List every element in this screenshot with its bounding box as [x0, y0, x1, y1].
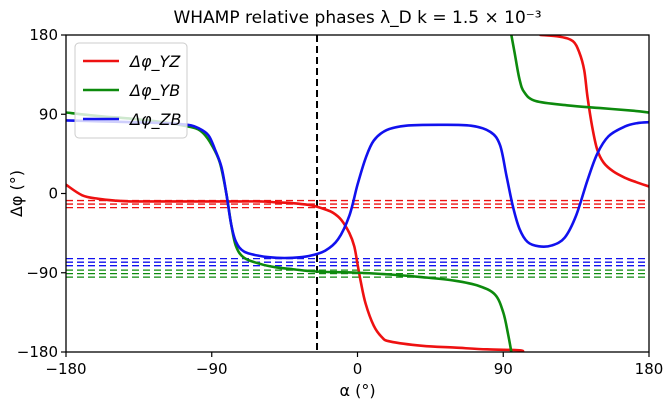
legend-label: Δφ_ZB: [128, 110, 181, 130]
y-axis-label: Δφ (°): [7, 170, 26, 217]
series-line: [66, 183, 525, 352]
y-tick-label: 0: [48, 185, 58, 203]
legend-box: [74, 42, 188, 139]
y-tick-label: 180: [29, 26, 58, 44]
series-line: [539, 35, 649, 188]
x-axis-label: α (°): [339, 381, 375, 400]
y-tick-label: 90: [39, 105, 58, 123]
y-tick-label: −90: [26, 264, 58, 282]
legend: Δφ_YZ Δφ_YB Δφ_ZB: [74, 42, 188, 139]
chart-title: WHAMP relative phases λ_D k = 1.5 × 10⁻³: [173, 8, 541, 28]
series-line: [510, 35, 649, 114]
legend-label: Δφ_YB: [128, 81, 180, 101]
legend-label: Δφ_YZ: [128, 52, 181, 72]
x-tick-label: 90: [494, 360, 513, 378]
series-line: [66, 119, 649, 260]
x-tick-label: −90: [196, 360, 228, 378]
x-tick-label: 0: [353, 360, 363, 378]
x-tick-label: 180: [635, 360, 664, 378]
axes: −180 −90 0 90 180 180 90 0 −90 −180 WHAMP relative…: [7, 8, 663, 400]
plot-area: [66, 35, 649, 352]
y-tick-label: −180: [17, 343, 58, 361]
x-tick-label: −180: [45, 360, 86, 378]
